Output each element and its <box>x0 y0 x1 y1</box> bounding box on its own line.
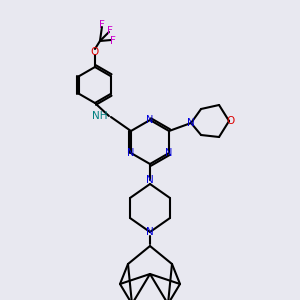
Text: F: F <box>107 26 113 36</box>
Text: N: N <box>127 148 135 158</box>
Text: F: F <box>99 20 105 30</box>
Text: F: F <box>110 36 116 46</box>
Text: NH: NH <box>92 111 108 121</box>
Text: N: N <box>146 175 154 185</box>
Text: N: N <box>187 118 195 128</box>
Text: N: N <box>146 227 154 237</box>
Text: N: N <box>146 115 154 125</box>
Text: O: O <box>91 47 99 57</box>
Text: N: N <box>165 148 173 158</box>
Text: O: O <box>226 116 234 126</box>
